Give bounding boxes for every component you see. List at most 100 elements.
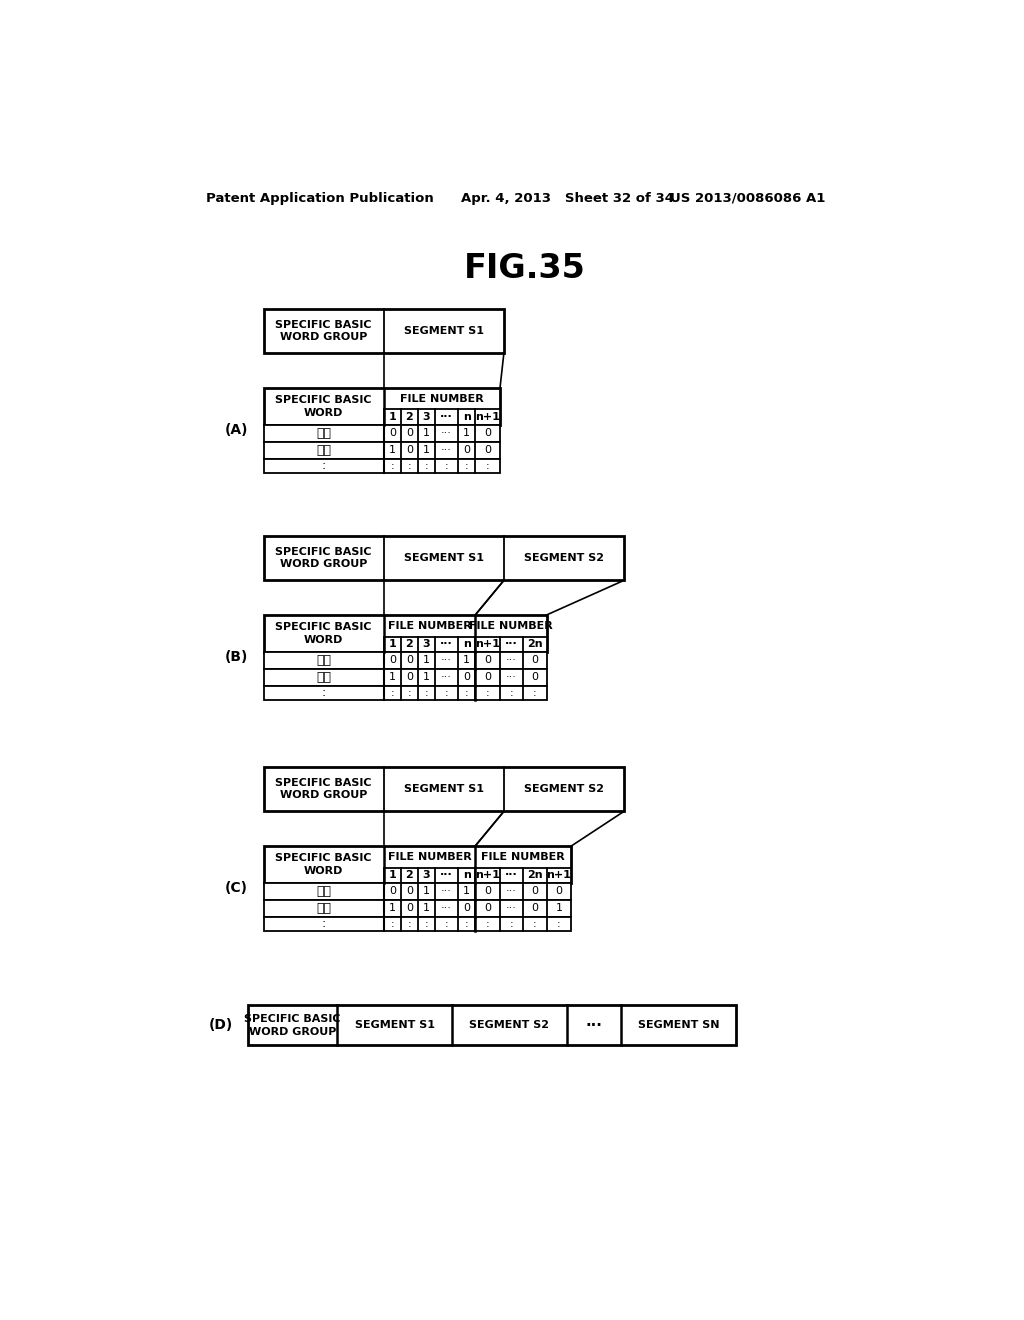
Bar [263,669,547,686]
Bar [263,459,500,473]
Text: (D): (D) [209,1019,233,1032]
Bar [263,686,547,700]
Text: SPECIFIC BASIC: SPECIFIC BASIC [275,395,372,405]
Text: ···: ··· [441,887,452,896]
Text: SPECIFIC BASIC: SPECIFIC BASIC [275,777,372,788]
Text: WORD: WORD [304,866,343,875]
Text: 2: 2 [406,639,414,649]
Text: 1: 1 [423,656,430,665]
Text: ···: ··· [440,870,453,880]
Text: 1: 1 [388,870,396,880]
Text: ···: ··· [441,903,452,913]
Text: ···: ··· [440,412,453,422]
Bar [263,425,500,442]
Text: 1: 1 [423,428,430,438]
Text: :: : [444,461,449,471]
Text: :: : [444,919,449,929]
Text: FILE NUMBER: FILE NUMBER [388,620,471,631]
Text: SPECIFIC BASIC: SPECIFIC BASIC [275,622,372,632]
Text: ···: ··· [441,672,452,682]
Text: WORD GROUP: WORD GROUP [280,333,368,342]
Text: :: : [425,919,428,929]
Text: SPECIFIC BASIC: SPECIFIC BASIC [275,853,372,863]
Text: (C): (C) [225,882,248,895]
Text: n+1: n+1 [547,870,571,880]
Text: WORD: WORD [304,635,343,644]
Text: :: : [322,686,326,700]
Text: ···: ··· [441,445,452,455]
Text: ···: ··· [506,656,517,665]
Text: 0: 0 [484,672,492,682]
Text: 0: 0 [389,656,395,665]
Text: WORD GROUP: WORD GROUP [280,560,368,569]
Text: FILE NUMBER: FILE NUMBER [481,851,565,862]
Text: 1: 1 [388,412,396,422]
Text: :: : [390,919,394,929]
Text: Apr. 4, 2013   Sheet 32 of 34: Apr. 4, 2013 Sheet 32 of 34 [461,191,674,205]
Text: SPECIFIC BASIC: SPECIFIC BASIC [275,319,372,330]
Text: n+1: n+1 [475,639,500,649]
Text: :: : [465,919,469,929]
Text: FILE NUMBER: FILE NUMBER [388,851,471,862]
Text: 1: 1 [423,887,430,896]
Text: n+1: n+1 [475,870,500,880]
Bar [263,900,571,917]
Text: :: : [485,461,489,471]
Text: 0: 0 [406,656,413,665]
Text: 活動: 活動 [316,444,331,457]
Text: 0: 0 [406,428,413,438]
Text: 3: 3 [423,639,430,649]
Text: 1: 1 [463,887,470,896]
Text: 0: 0 [484,903,492,913]
Text: 0: 0 [531,887,539,896]
Text: :: : [408,919,412,929]
Text: SEGMENT S2: SEGMENT S2 [524,553,604,564]
Text: (A): (A) [224,424,248,437]
Text: :: : [408,461,412,471]
Text: 0: 0 [531,903,539,913]
Text: ···: ··· [586,1018,602,1034]
Text: 1: 1 [389,445,395,455]
Text: 0: 0 [389,887,395,896]
Text: SPECIFIC BASIC: SPECIFIC BASIC [245,1014,341,1024]
Text: :: : [557,919,561,929]
Bar [263,536,624,581]
Text: 1: 1 [389,672,395,682]
Text: :: : [510,688,513,698]
Text: 2n: 2n [527,870,543,880]
Text: n: n [463,870,471,880]
Text: :: : [485,919,489,929]
Text: ···: ··· [441,656,452,665]
Text: 0: 0 [406,887,413,896]
Text: WORD: WORD [304,408,343,417]
Bar [263,652,547,669]
Text: WORD GROUP: WORD GROUP [249,1027,336,1036]
Text: :: : [390,688,394,698]
Text: ···: ··· [441,428,452,438]
Text: SEGMENT S2: SEGMENT S2 [524,784,604,795]
Text: ···: ··· [505,639,518,649]
Text: 0: 0 [463,672,470,682]
Text: 1: 1 [423,672,430,682]
Text: 活動: 活動 [316,671,331,684]
Text: 0: 0 [531,656,539,665]
Text: ···: ··· [506,887,517,896]
Text: ···: ··· [506,672,517,682]
Text: Patent Application Publication: Patent Application Publication [206,191,433,205]
Text: SEGMENT S1: SEGMENT S1 [403,553,483,564]
Bar [263,767,624,812]
Text: :: : [534,688,537,698]
Text: 3: 3 [423,412,430,422]
Text: n+1: n+1 [475,412,500,422]
Text: :: : [408,688,412,698]
Text: :: : [322,917,326,931]
Text: 結婚: 結婚 [316,426,331,440]
Text: 2n: 2n [527,639,543,649]
Text: FILE NUMBER: FILE NUMBER [400,393,483,404]
Text: :: : [322,459,326,473]
Bar [263,615,547,652]
Text: ···: ··· [440,639,453,649]
Text: 0: 0 [406,672,413,682]
Text: SEGMENT S1: SEGMENT S1 [354,1020,434,1031]
Text: 0: 0 [389,428,395,438]
